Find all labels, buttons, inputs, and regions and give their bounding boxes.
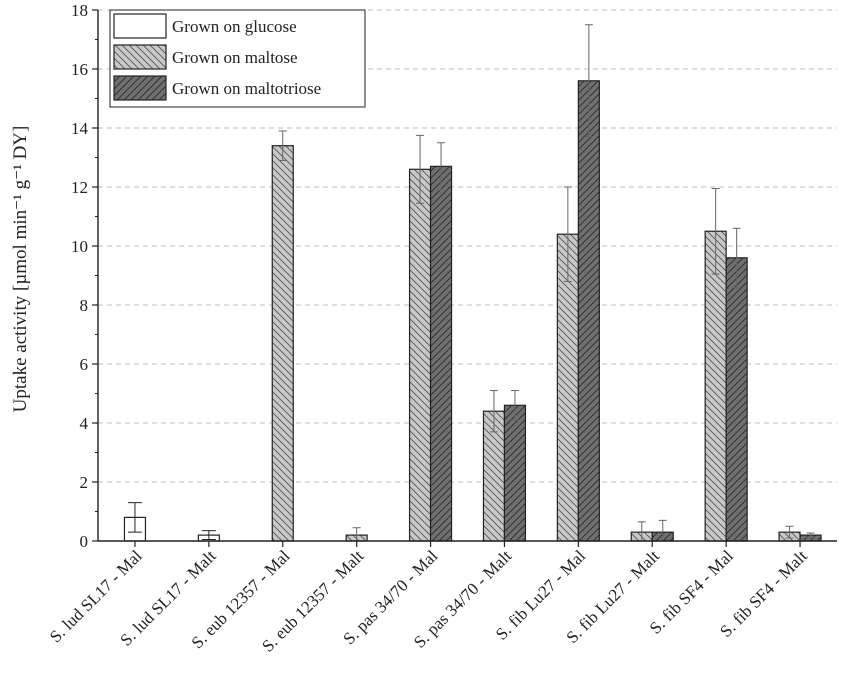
bar: [577, 80, 600, 542]
y-tick-label: 2: [80, 473, 89, 492]
y-tick-label: 16: [71, 60, 88, 79]
bar: [704, 230, 727, 542]
legend-label: Grown on maltotriose: [172, 79, 321, 98]
bar: [725, 257, 748, 542]
y-axis-title: Uptake activity [µmol min⁻¹ g⁻¹ DY]: [10, 126, 31, 413]
y-tick-label: 8: [80, 296, 89, 315]
legend-swatch: [113, 75, 167, 101]
legend: Grown on glucose Grown on maltose Grown on…: [109, 9, 366, 108]
legend-swatch: [113, 13, 167, 39]
y-tick-label: 0: [80, 532, 89, 551]
y-tick-label: 12: [71, 178, 88, 197]
bar: [408, 168, 432, 542]
y-tick-label: 18: [71, 1, 88, 20]
bar: [503, 404, 527, 542]
legend-label: Grown on glucose: [172, 17, 297, 36]
bar: [271, 145, 294, 542]
y-tick-label: 10: [71, 237, 88, 256]
y-tick-label: 4: [80, 414, 89, 433]
legend-label: Grown on maltose: [172, 48, 298, 67]
legend-swatch: [113, 44, 167, 70]
y-tick-label: 14: [71, 119, 89, 138]
y-tick-label: 6: [80, 355, 89, 374]
bar: [429, 165, 453, 542]
